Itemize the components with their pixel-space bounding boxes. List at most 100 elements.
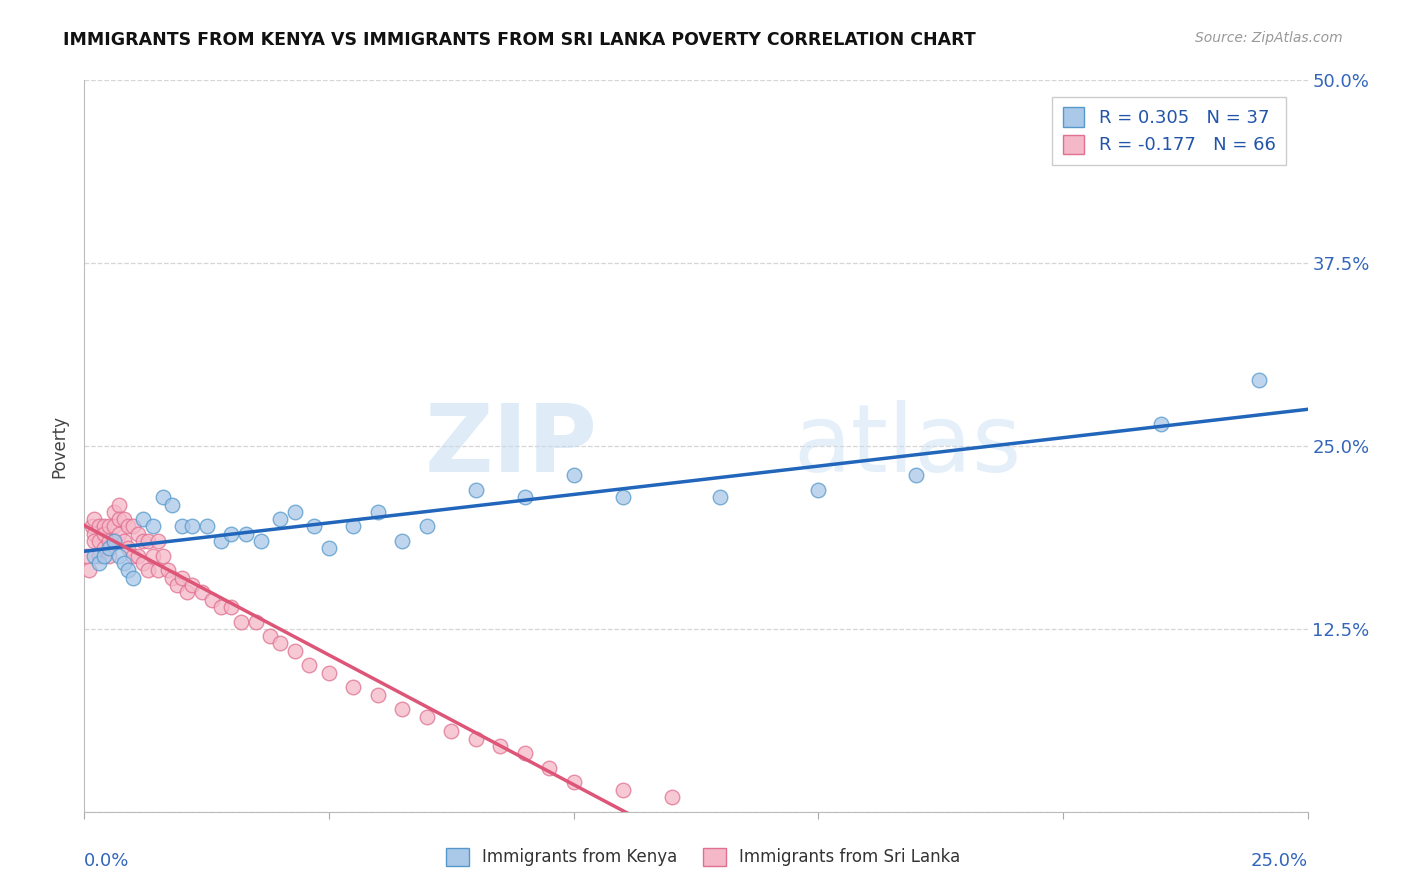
Point bbox=[132, 556, 155, 570]
Point bbox=[391, 534, 413, 549]
Point bbox=[172, 571, 194, 585]
Point bbox=[117, 563, 139, 577]
Point bbox=[107, 549, 129, 563]
Point bbox=[807, 483, 830, 497]
Point bbox=[661, 790, 683, 805]
Point bbox=[162, 498, 184, 512]
Point bbox=[229, 615, 252, 629]
Point bbox=[107, 526, 129, 541]
Point bbox=[464, 731, 486, 746]
Point bbox=[416, 519, 439, 533]
Point bbox=[612, 490, 634, 504]
Point bbox=[103, 534, 125, 549]
Point bbox=[513, 746, 536, 760]
Point bbox=[93, 549, 115, 563]
Point bbox=[513, 490, 536, 504]
Point bbox=[117, 519, 139, 533]
Point bbox=[80, 519, 103, 533]
Point bbox=[1247, 373, 1270, 387]
Point bbox=[103, 534, 125, 549]
Point bbox=[489, 739, 512, 753]
Point bbox=[269, 636, 291, 650]
Point bbox=[97, 534, 120, 549]
Point bbox=[83, 549, 105, 563]
Point bbox=[146, 563, 169, 577]
Point bbox=[76, 549, 98, 563]
Point bbox=[245, 615, 267, 629]
Point bbox=[87, 549, 110, 563]
Legend: Immigrants from Kenya, Immigrants from Sri Lanka: Immigrants from Kenya, Immigrants from S… bbox=[439, 841, 967, 873]
Text: ZIP: ZIP bbox=[425, 400, 598, 492]
Point bbox=[1150, 417, 1173, 431]
Legend: R = 0.305   N = 37, R = -0.177   N = 66: R = 0.305 N = 37, R = -0.177 N = 66 bbox=[1052, 96, 1286, 165]
Y-axis label: Poverty: Poverty bbox=[51, 415, 69, 477]
Point bbox=[538, 761, 561, 775]
Text: IMMIGRANTS FROM KENYA VS IMMIGRANTS FROM SRI LANKA POVERTY CORRELATION CHART: IMMIGRANTS FROM KENYA VS IMMIGRANTS FROM… bbox=[63, 31, 976, 49]
Point bbox=[612, 782, 634, 797]
Point bbox=[87, 519, 110, 533]
Point bbox=[127, 526, 149, 541]
Point bbox=[127, 549, 149, 563]
Point bbox=[249, 534, 271, 549]
Point bbox=[235, 526, 257, 541]
Point bbox=[83, 526, 105, 541]
Point bbox=[367, 688, 389, 702]
Point bbox=[122, 519, 145, 533]
Point bbox=[562, 468, 585, 483]
Point bbox=[77, 563, 100, 577]
Point bbox=[97, 549, 120, 563]
Point bbox=[416, 709, 439, 723]
Point bbox=[209, 534, 232, 549]
Point bbox=[93, 526, 115, 541]
Point bbox=[342, 681, 364, 695]
Point bbox=[146, 534, 169, 549]
Point bbox=[103, 505, 125, 519]
Point bbox=[83, 534, 105, 549]
Point bbox=[181, 519, 204, 533]
Text: 0.0%: 0.0% bbox=[84, 852, 129, 870]
Point bbox=[298, 658, 321, 673]
Point bbox=[132, 512, 155, 526]
Point bbox=[103, 519, 125, 533]
Point bbox=[562, 775, 585, 789]
Point bbox=[152, 490, 174, 504]
Point bbox=[709, 490, 731, 504]
Point bbox=[117, 541, 139, 556]
Point bbox=[181, 578, 204, 592]
Point bbox=[122, 571, 145, 585]
Point bbox=[259, 629, 281, 643]
Point bbox=[112, 534, 135, 549]
Point bbox=[284, 505, 307, 519]
Point bbox=[367, 505, 389, 519]
Point bbox=[440, 724, 463, 739]
Point bbox=[342, 519, 364, 533]
Point bbox=[176, 585, 198, 599]
Point bbox=[132, 534, 155, 549]
Point bbox=[97, 519, 120, 533]
Text: Source: ZipAtlas.com: Source: ZipAtlas.com bbox=[1195, 31, 1343, 45]
Point bbox=[97, 541, 120, 556]
Point bbox=[112, 556, 135, 570]
Point bbox=[83, 512, 105, 526]
Point bbox=[112, 512, 135, 526]
Point bbox=[142, 549, 165, 563]
Point bbox=[464, 483, 486, 497]
Point bbox=[162, 571, 184, 585]
Text: atlas: atlas bbox=[794, 400, 1022, 492]
Point bbox=[136, 563, 159, 577]
Point bbox=[142, 519, 165, 533]
Point bbox=[269, 512, 291, 526]
Point bbox=[93, 541, 115, 556]
Point bbox=[304, 519, 326, 533]
Point bbox=[172, 519, 194, 533]
Point bbox=[87, 534, 110, 549]
Point bbox=[93, 519, 115, 533]
Point bbox=[209, 599, 232, 614]
Point bbox=[122, 549, 145, 563]
Point bbox=[166, 578, 188, 592]
Text: 25.0%: 25.0% bbox=[1250, 852, 1308, 870]
Point bbox=[152, 549, 174, 563]
Point bbox=[200, 592, 222, 607]
Point bbox=[107, 498, 129, 512]
Point bbox=[195, 519, 218, 533]
